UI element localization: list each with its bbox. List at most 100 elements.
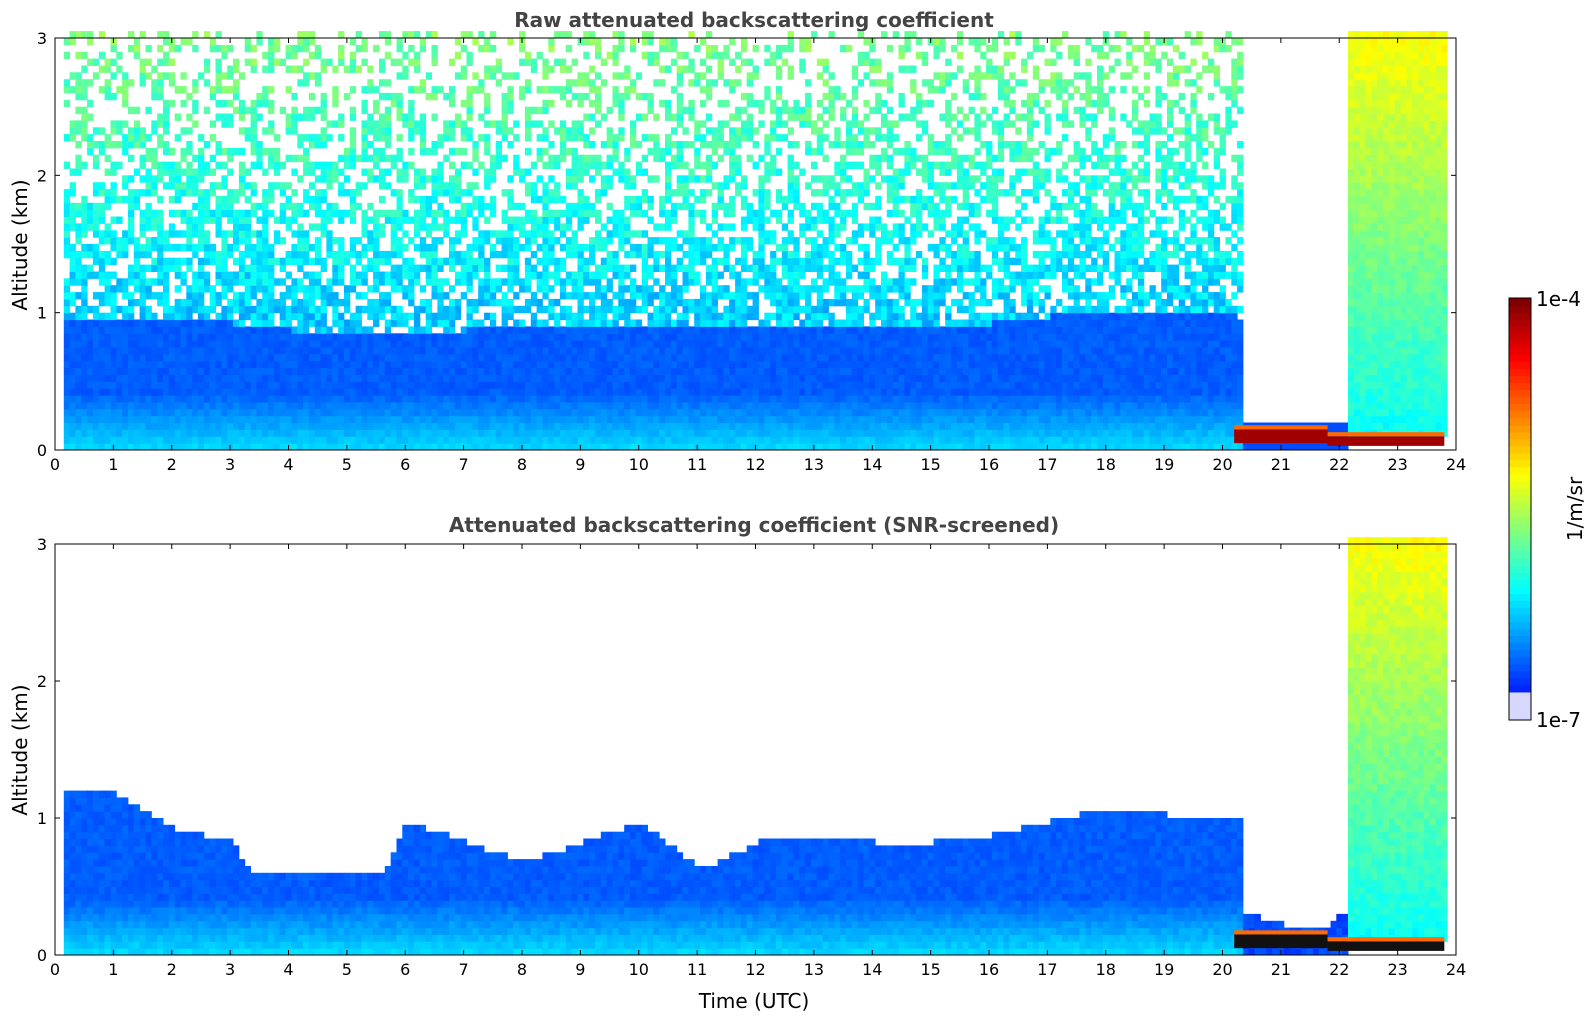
heatmap-cell: [75, 388, 82, 396]
heatmap-cell: [449, 422, 456, 430]
heatmap-cell: [583, 31, 590, 39]
heatmap-cell: [314, 422, 322, 430]
heatmap-cell: [670, 401, 678, 410]
heatmap-cell: [443, 216, 450, 224]
heatmap-cell: [717, 415, 724, 424]
heatmap-cell: [145, 443, 152, 451]
heatmap-cell: [221, 360, 228, 369]
heatmap-cell: [548, 333, 555, 341]
heatmap-cell: [571, 312, 578, 321]
heatmap-cell: [711, 298, 718, 307]
heatmap-cell: [665, 161, 672, 169]
heatmap-cell: [507, 250, 514, 259]
heatmap-cell: [542, 209, 549, 218]
heatmap-cell: [110, 305, 117, 314]
heatmap-cell: [221, 195, 228, 204]
heatmap-cell: [735, 257, 742, 266]
heatmap-cell: [122, 305, 129, 314]
heatmap-cell: [69, 271, 76, 279]
heatmap-cell: [221, 367, 228, 375]
heatmap-cell: [548, 189, 555, 197]
heatmap-cell: [355, 422, 362, 430]
heatmap-cell: [723, 422, 730, 430]
heatmap-cell: [618, 161, 625, 169]
heatmap-cell: [682, 360, 689, 369]
heatmap-cell: [501, 422, 508, 430]
heatmap-cell: [384, 353, 392, 362]
heatmap-cell: [524, 79, 532, 87]
heatmap-cell: [489, 347, 497, 355]
heatmap-cell: [571, 209, 578, 218]
heatmap-cell: [92, 154, 100, 163]
heatmap-cell: [595, 285, 602, 293]
heatmap-cell: [75, 374, 82, 382]
heatmap-cell: [723, 374, 730, 382]
heatmap-cell: [536, 195, 543, 204]
heatmap-cell: [256, 298, 263, 307]
heatmap-cell: [139, 298, 146, 307]
heatmap-cell: [227, 86, 234, 94]
heatmap-cell: [665, 388, 672, 396]
heatmap-cell: [507, 257, 514, 266]
heatmap-cell: [472, 216, 479, 224]
heatmap-cell: [530, 58, 538, 66]
heatmap-cell: [630, 141, 637, 149]
heatmap-cell: [565, 271, 573, 279]
heatmap-cell: [688, 202, 695, 211]
heatmap-cell: [676, 99, 683, 108]
heatmap-cell: [419, 388, 427, 396]
heatmap-cell: [694, 278, 701, 286]
heatmap-cell: [740, 264, 748, 272]
heatmap-cell: [740, 312, 748, 321]
heatmap-cell: [484, 312, 491, 321]
heatmap-cell: [612, 292, 619, 300]
heatmap-cell: [373, 319, 380, 327]
heatmap-cell: [495, 127, 502, 135]
heatmap-cell: [507, 401, 514, 410]
heatmap-cell: [507, 312, 514, 321]
heatmap-cell: [740, 257, 748, 266]
heatmap-cell: [752, 388, 759, 396]
heatmap-cell: [700, 353, 707, 362]
heatmap-cell: [396, 175, 403, 183]
heatmap-cell: [192, 401, 199, 410]
heatmap-cell: [262, 127, 269, 135]
heatmap-cell: [659, 381, 666, 389]
heatmap-cell: [344, 257, 351, 266]
heatmap-cell: [612, 92, 619, 101]
heatmap-cell: [157, 401, 164, 410]
heatmap-cell: [746, 79, 753, 87]
heatmap-cell: [262, 415, 269, 424]
heatmap-cell: [69, 250, 76, 259]
heatmap-cell: [653, 257, 660, 266]
heatmap-cell: [326, 401, 333, 410]
heatmap-cell: [618, 395, 625, 403]
heatmap-cell: [589, 298, 596, 307]
heatmap-cell: [676, 230, 683, 238]
heatmap-cell: [577, 312, 584, 321]
heatmap-cell: [764, 278, 771, 286]
heatmap-cell: [536, 51, 543, 60]
heatmap-cell: [740, 237, 748, 245]
heatmap-cell: [653, 408, 660, 417]
heatmap-cell: [752, 353, 759, 362]
heatmap-cell: [600, 415, 608, 424]
heatmap-cell: [209, 209, 216, 218]
heatmap-cell: [69, 31, 76, 39]
heatmap-cell: [192, 443, 199, 451]
heatmap-cell: [758, 244, 765, 252]
heatmap-cell: [384, 106, 392, 115]
heatmap-cell: [163, 72, 170, 80]
heatmap-cell: [227, 298, 234, 307]
heatmap-cell: [256, 367, 263, 375]
heatmap-cell: [583, 422, 590, 430]
heatmap-cell: [583, 216, 590, 224]
heatmap-cell: [256, 230, 263, 238]
heatmap-cell: [122, 381, 129, 389]
heatmap-cell: [116, 319, 123, 327]
heatmap-cell: [425, 367, 432, 375]
heatmap-cell: [449, 298, 456, 307]
heatmap-cell: [554, 31, 561, 39]
heatmap-cell: [104, 195, 111, 204]
heatmap-cell: [729, 443, 736, 451]
